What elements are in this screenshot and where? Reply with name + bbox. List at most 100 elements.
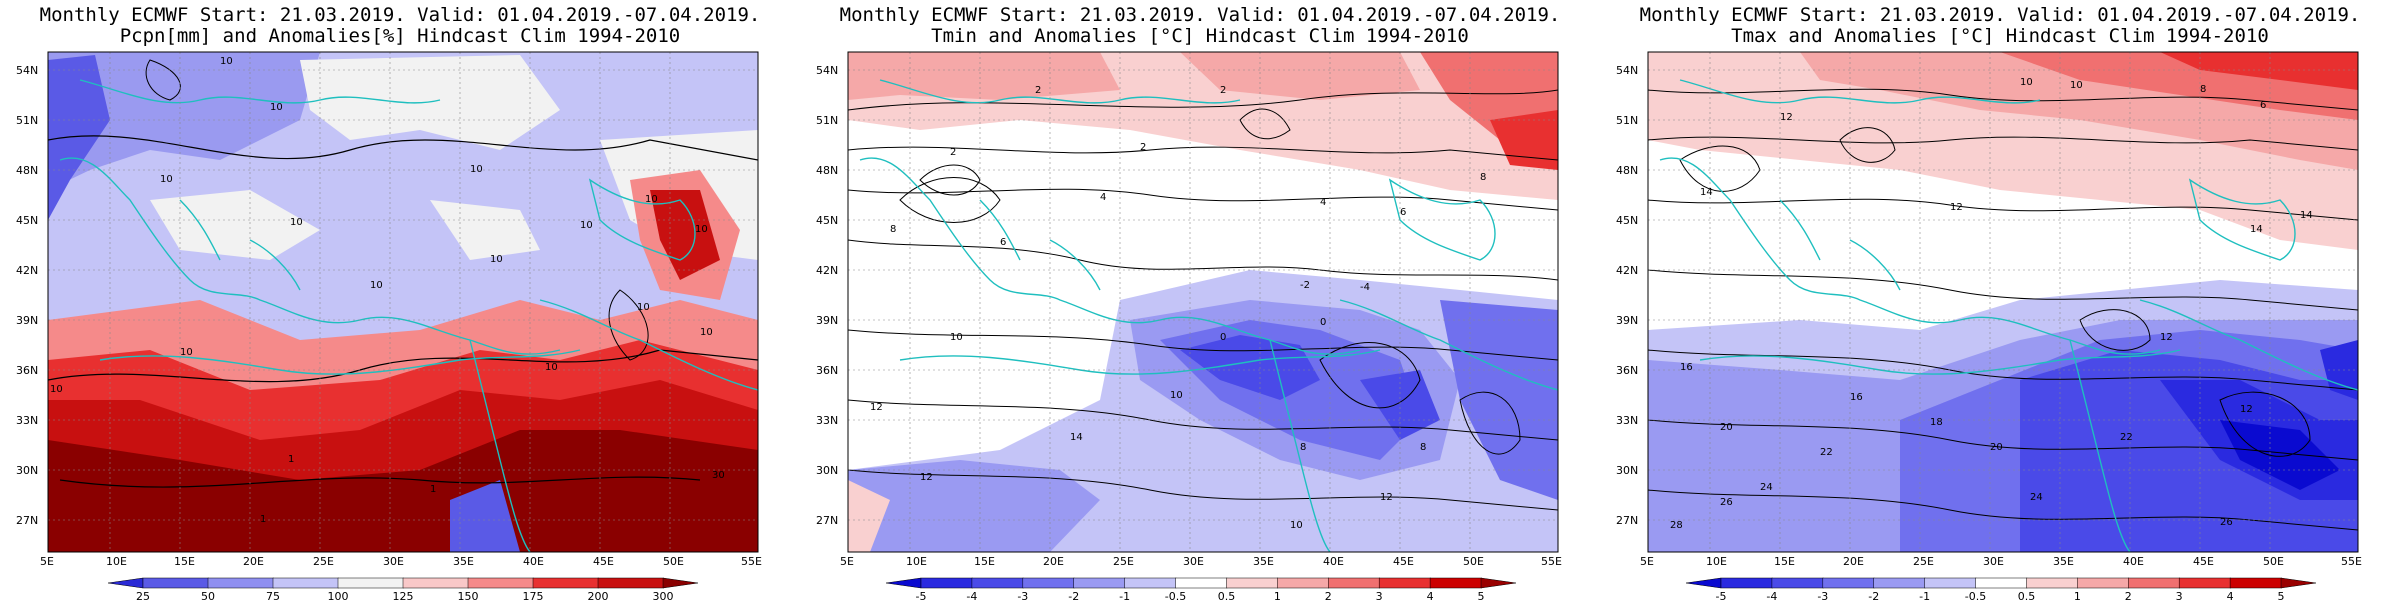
contour-label: 1 <box>260 514 266 525</box>
colorbar-label: 300 <box>653 590 674 600</box>
contour-label: 10 <box>1290 520 1303 531</box>
colorbar-label: 1 <box>1274 590 1281 600</box>
contour-label: 0 <box>1320 317 1326 328</box>
contour-label: 24 <box>2030 492 2043 503</box>
lon-label: 30E <box>1983 555 2004 568</box>
contour-label: 4 <box>1320 197 1326 208</box>
colorbar-swatch <box>1975 577 2028 589</box>
colorbar-swatch <box>1378 577 1431 589</box>
colorbar-label: -0.5 <box>1965 590 1986 600</box>
panel-tmax: Monthly ECMWF Start: 21.03.2019. Valid: … <box>1600 0 2400 600</box>
lon-label: 50E <box>2263 555 2284 568</box>
precip-contour-labels: 10 10 10 10 10 10 10 10 10 10 10 10 10 1… <box>50 56 725 525</box>
colorbar-label: 1 <box>2074 590 2081 600</box>
colorbar-label: 2 <box>1325 590 1332 600</box>
panel-tmin: Monthly ECMWF Start: 21.03.2019. Valid: … <box>800 0 1600 600</box>
colorbar-swatch <box>142 577 209 589</box>
colorbar-label: -2 <box>1868 590 1879 600</box>
tmin-gridlines <box>848 52 1558 552</box>
lon-label: 40E <box>523 555 544 568</box>
colorbar-swatch <box>1685 577 1722 589</box>
panel-title-line1: Monthly ECMWF Start: 21.03.2019. Valid: … <box>39 4 761 26</box>
contour-label: 14 <box>2300 210 2313 221</box>
colorbar-label: 50 <box>201 590 215 600</box>
lat-label: 45N <box>816 214 838 227</box>
lon-label: 45E <box>2193 555 2214 568</box>
tmax-shading <box>1648 52 2358 552</box>
lon-label: 20E <box>1043 555 1064 568</box>
lat-labels: 54N 51N 48N 45N 42N 39N 36N 33N 30N 27N <box>1616 64 1638 527</box>
lat-label: 27N <box>1616 514 1638 527</box>
contour-label: 10 <box>545 362 558 373</box>
contour-label: 28 <box>1670 520 1683 531</box>
colorbar-swatch <box>2178 577 2231 589</box>
colorbar-swatch <box>402 577 469 589</box>
contour-label: 12 <box>1380 492 1393 503</box>
contour-label: 10 <box>2020 77 2033 88</box>
lon-label: 15E <box>174 555 195 568</box>
contour-label: 2 <box>1220 85 1226 96</box>
lat-label: 33N <box>16 414 38 427</box>
colorbar-label: 25 <box>136 590 150 600</box>
lon-label: 35E <box>453 555 474 568</box>
lat-label: 36N <box>816 364 838 377</box>
lat-label: 45N <box>16 214 38 227</box>
lon-label: 25E <box>1113 555 1134 568</box>
colorbar-swatch <box>2280 577 2317 589</box>
colorbar-label: -3 <box>1017 590 1028 600</box>
colorbar-swatch <box>1480 577 1517 589</box>
lat-label: 39N <box>816 314 838 327</box>
colorbar-label: 5 <box>2278 590 2285 600</box>
lon-label: 15E <box>1774 555 1795 568</box>
contour-label: 12 <box>1780 112 1793 123</box>
lat-label: 30N <box>1616 464 1638 477</box>
contour-label: 12 <box>920 472 933 483</box>
lon-label: 55E <box>2341 555 2362 568</box>
colorbar-swatch <box>1124 577 1177 589</box>
contour-label: 30 <box>712 470 725 481</box>
colorbar-swatch <box>885 577 922 589</box>
colorbar-label: -4 <box>1766 590 1777 600</box>
contour-label: -4 <box>1360 282 1370 293</box>
lon-label: 45E <box>1393 555 1414 568</box>
tmax-contours <box>1648 88 2358 531</box>
lon-label: 25E <box>1913 555 1934 568</box>
contour-label: 8 <box>1420 442 1426 453</box>
panel-title-line2: Tmax and Anomalies [°C] Hindcast Clim 19… <box>1731 25 2269 47</box>
lon-label: 50E <box>663 555 684 568</box>
lat-label: 42N <box>1616 264 1638 277</box>
lat-label: 39N <box>16 314 38 327</box>
contour-label: 4 <box>1100 192 1106 203</box>
contour-label: 2 <box>1140 142 1146 153</box>
colorbar-label: -2 <box>1068 590 1079 600</box>
colorbar-swatch <box>1822 577 1875 589</box>
contour-label: 20 <box>1720 422 1733 433</box>
lon-label: 20E <box>243 555 264 568</box>
tmax-map-svg: 10 12 12 14 14 16 16 18 20 20 22 22 24 2… <box>1616 51 2362 600</box>
colorbar-swatch <box>107 577 144 589</box>
tmax-contour-labels: 10 12 12 14 14 16 16 18 20 20 22 22 24 2… <box>1670 77 2313 531</box>
lon-labels: 5E 10E 15E 20E 25E 30E 35E 40E 45E 50E 5… <box>40 555 762 568</box>
lat-label: 45N <box>1616 214 1638 227</box>
map-frame <box>47 51 759 553</box>
lon-label: 55E <box>1541 555 1562 568</box>
colorbar-swatch <box>662 577 699 589</box>
contour-label: 8 <box>1300 442 1306 453</box>
panel-title-line1: Monthly ECMWF Start: 21.03.2019. Valid: … <box>839 4 1561 26</box>
colorbar-swatch <box>971 577 1024 589</box>
colorbar-label: -5 <box>916 590 927 600</box>
contour-label: 10 <box>1170 390 1183 401</box>
colorbar-label: 5 <box>1478 590 1485 600</box>
contour-label: 22 <box>2120 432 2133 443</box>
colorbar-label: 0.5 <box>1218 590 1236 600</box>
panel-precipitation: Monthly ECMWF Start: 21.03.2019. Valid: … <box>0 0 800 600</box>
lat-label: 33N <box>1616 414 1638 427</box>
panel-title-line2: Pcpn[mm] and Anomalies[%] Hindcast Clim … <box>119 25 681 47</box>
tmax-coastlines <box>1659 79 2358 552</box>
precip-colorbar: 25 50 75 100 125 150 175 200 300 <box>107 577 699 600</box>
contour-label: 10 <box>637 302 650 313</box>
map-frame <box>1647 51 2359 553</box>
tmax-gridlines <box>1648 52 2358 552</box>
panel-title-line2: Tmin and Anomalies [°C] Hindcast Clim 19… <box>931 25 1469 47</box>
lon-label: 10E <box>1706 555 1727 568</box>
